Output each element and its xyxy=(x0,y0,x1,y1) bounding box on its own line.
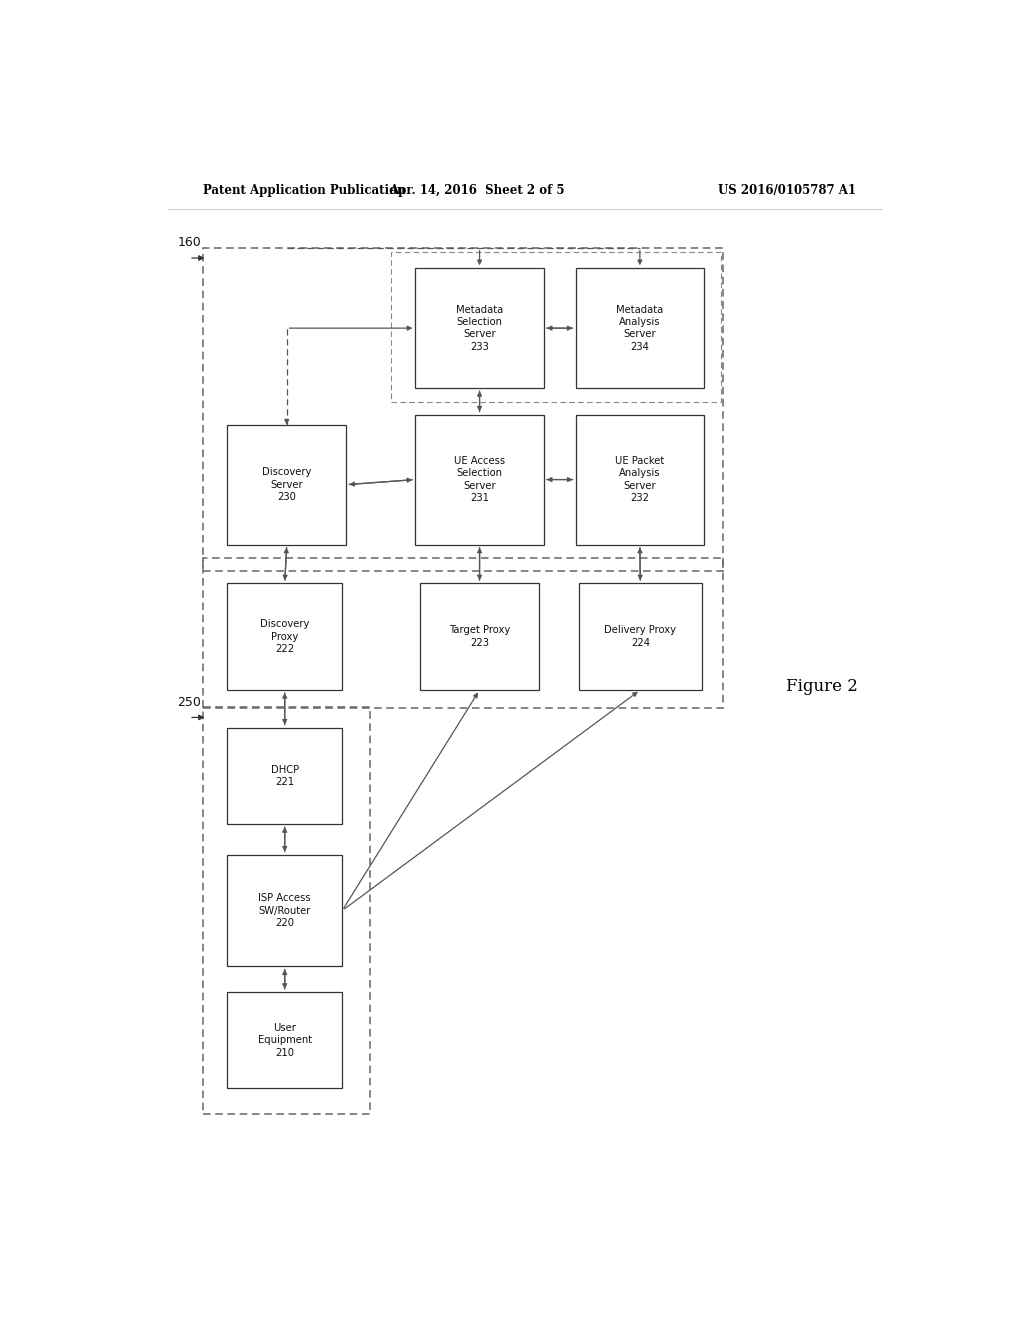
Polygon shape xyxy=(227,583,342,690)
Text: Figure 2: Figure 2 xyxy=(786,678,858,696)
Polygon shape xyxy=(227,425,346,545)
Polygon shape xyxy=(227,991,342,1089)
Text: Target Proxy
223: Target Proxy 223 xyxy=(449,626,510,648)
Polygon shape xyxy=(575,414,705,545)
Polygon shape xyxy=(227,727,342,824)
Text: UE Packet
Analysis
Server
232: UE Packet Analysis Server 232 xyxy=(615,455,665,503)
Text: ISP Access
SW/Router
220: ISP Access SW/Router 220 xyxy=(258,894,311,928)
Text: Discovery
Proxy
222: Discovery Proxy 222 xyxy=(260,619,309,653)
Text: Apr. 14, 2016  Sheet 2 of 5: Apr. 14, 2016 Sheet 2 of 5 xyxy=(389,183,565,197)
Text: DHCP
221: DHCP 221 xyxy=(270,764,299,787)
Text: 250: 250 xyxy=(177,696,201,709)
Text: Metadata
Selection
Server
233: Metadata Selection Server 233 xyxy=(456,305,503,351)
Text: Patent Application Publication: Patent Application Publication xyxy=(204,183,406,197)
Text: User
Equipment
210: User Equipment 210 xyxy=(258,1023,311,1057)
Text: Discovery
Server
230: Discovery Server 230 xyxy=(262,467,311,502)
Text: 160: 160 xyxy=(177,236,201,249)
Polygon shape xyxy=(416,414,544,545)
Polygon shape xyxy=(420,583,539,690)
Polygon shape xyxy=(579,583,701,690)
Polygon shape xyxy=(416,268,544,388)
Text: UE Access
Selection
Server
231: UE Access Selection Server 231 xyxy=(454,455,505,503)
Text: Metadata
Analysis
Server
234: Metadata Analysis Server 234 xyxy=(616,305,664,351)
Polygon shape xyxy=(227,854,342,966)
Polygon shape xyxy=(575,268,705,388)
Text: US 2016/0105787 A1: US 2016/0105787 A1 xyxy=(718,183,856,197)
Text: Delivery Proxy
224: Delivery Proxy 224 xyxy=(604,626,676,648)
